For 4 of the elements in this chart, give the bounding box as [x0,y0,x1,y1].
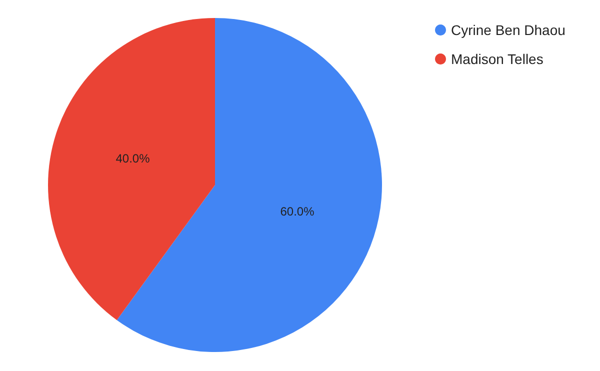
data-label: 60.0% [280,204,315,219]
data-label: 40.0% [116,151,150,166]
legend-label: Madison Telles [451,51,544,67]
legend-label: Cyrine Ben Dhaou [451,22,566,38]
